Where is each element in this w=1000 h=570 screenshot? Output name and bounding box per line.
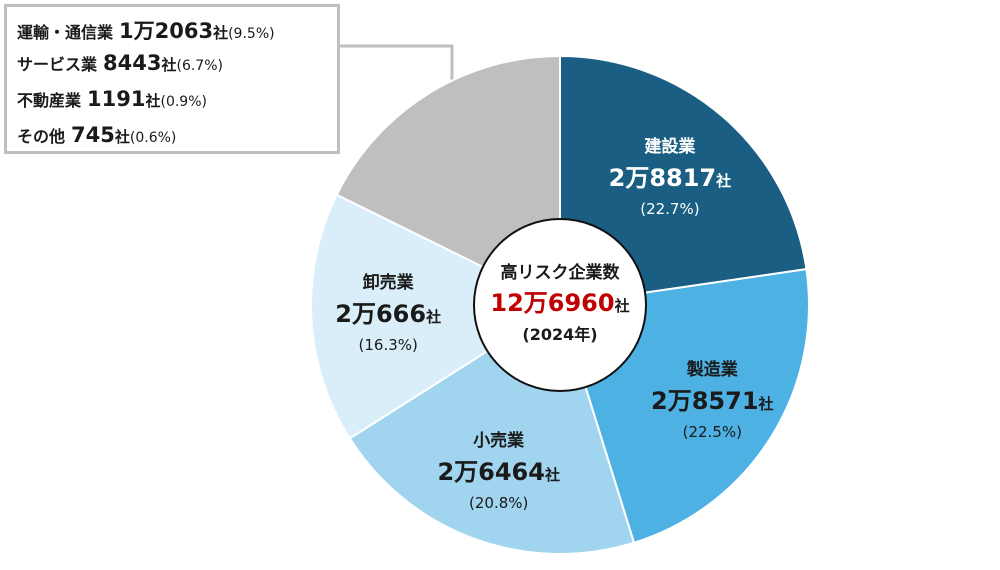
legend-item-count: 745	[71, 123, 115, 147]
center-title: 高リスク企業数	[501, 262, 621, 283]
legend-item-name: 不動産業	[17, 91, 82, 110]
slice-unit: 社	[425, 308, 441, 326]
legend-item-unit: 社	[161, 56, 177, 74]
center-total: 12万6960社	[490, 289, 629, 317]
pie-slice	[559, 54, 808, 307]
legend-item-count: 8443	[103, 51, 162, 75]
leader-line	[340, 44, 454, 86]
slice-name: 卸売業	[363, 272, 414, 293]
center-circle	[473, 218, 647, 392]
slice-labels: 建設業2万8817社(22.7%)製造業2万8571社(22.5%)小売業2万6…	[335, 136, 773, 512]
legend-item-name: サービス業	[17, 55, 98, 74]
slice-label-line: 建設業	[644, 136, 695, 157]
slice-label-line: (22.5%)	[683, 423, 742, 441]
slice-label-line: 小売業	[473, 430, 524, 451]
slice-count: 2万6464	[437, 458, 545, 486]
slice-count: 2万8571	[651, 387, 759, 415]
slice-label-line: (16.3%)	[359, 336, 418, 354]
legend-item-count: 1191	[87, 87, 146, 111]
slice-unit: 社	[544, 466, 560, 484]
legend-item-percent: (0.6%)	[129, 130, 177, 146]
slice-label-line: 2万8571社	[651, 387, 774, 415]
center-total-value: 12万6960	[490, 289, 614, 317]
pie-slice	[310, 193, 563, 440]
legend-item-percent: (6.7%)	[176, 58, 223, 74]
slice-label-line: (20.8%)	[469, 494, 528, 512]
slice-label-line: 2万6464社	[437, 458, 560, 486]
slice-unit: 社	[758, 395, 774, 413]
slice-percent: (22.5%)	[683, 423, 742, 441]
legend-item-name: 運輸・通信業	[17, 23, 114, 42]
legend-item-unit: 社	[213, 24, 229, 42]
slice-percent: (16.3%)	[359, 336, 418, 354]
legend-item-count: 1万2063	[119, 19, 214, 43]
legend-item-transport: 運輸・通信業 1万2063社(9.5%)	[17, 15, 275, 45]
legend-item-unit: 社	[114, 128, 130, 146]
slice-name: 建設業	[644, 136, 695, 157]
slice-label-line: 2万666社	[335, 300, 441, 328]
legend-item-percent: (9.5%)	[228, 26, 275, 42]
legend-item-percent: (0.9%)	[160, 94, 207, 110]
legend-item-service: サービス業 8443社(6.7%)	[17, 51, 223, 75]
slice-name: 製造業	[686, 359, 738, 380]
other-industries-legend: 運輸・通信業 1万2063社(9.5%) サービス業 8443社(6.7%) 不動産…	[4, 4, 340, 154]
slice-percent: (22.7%)	[640, 200, 699, 218]
legend-item-unit: 社	[145, 92, 161, 110]
slice-count: 2万666	[335, 300, 426, 328]
legend-item-real-estate: 不動産業 1191社(0.9%)	[17, 87, 207, 111]
slice-label-line: (22.7%)	[640, 200, 699, 218]
slice-percent: (20.8%)	[469, 494, 528, 512]
slice-label-line: 製造業	[686, 359, 738, 380]
slice-name: 小売業	[473, 430, 524, 451]
legend-item-name: その他	[17, 127, 66, 146]
slice-count: 2万8817	[609, 164, 717, 192]
center-year: (2024年)	[522, 325, 597, 344]
slice-label-line: 卸売業	[363, 272, 414, 293]
slice-label-line: 2万8817社	[609, 164, 732, 192]
legend-item-other: その他 745社(0.6%)	[17, 123, 176, 147]
center-total-unit: 社	[614, 297, 630, 315]
slice-unit: 社	[715, 172, 731, 190]
